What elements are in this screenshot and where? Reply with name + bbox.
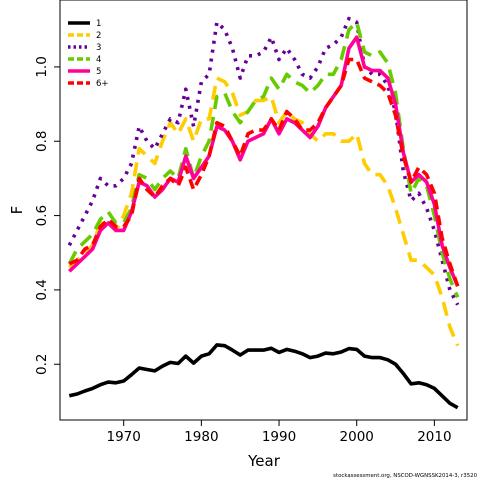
x-tick-label: 2010: [417, 429, 451, 445]
legend-label-6: 6+: [96, 79, 109, 89]
legend: 1 2 3 4 5 6+: [68, 19, 109, 89]
x-tick-label: 1990: [262, 429, 296, 445]
y-tick-label: 1.0: [34, 56, 50, 77]
legend-label-2: 2: [96, 31, 101, 41]
axes-layer: 1970 1980 1990 2000 2010 0.2 0.4 0.6 0.8 1.0: [34, 56, 452, 445]
x-tick-label: 2000: [340, 429, 374, 445]
series-line-2: [68, 76, 460, 347]
series-line-1: [68, 343, 459, 410]
legend-label-5: 5: [96, 67, 101, 77]
plot-frame: [59, 0, 468, 421]
series-layer: [67, 16, 460, 410]
y-tick-label: 0.8: [34, 130, 50, 151]
legend-label-3: 3: [96, 43, 101, 53]
series-line-5: [68, 35, 460, 287]
series-line-6: [68, 57, 460, 287]
x-tick-label: 1980: [184, 429, 218, 445]
y-tick-label: 0.6: [34, 205, 50, 226]
y-tick-label: 0.4: [34, 279, 50, 300]
y-tick-label: 0.2: [34, 354, 50, 375]
legend-label-4: 4: [96, 55, 101, 65]
x-tick-label: 1970: [107, 429, 141, 445]
y-axis-title: F: [8, 206, 26, 215]
legend-label-1: 1: [96, 19, 101, 29]
x-axis-title: Year: [247, 452, 281, 470]
credit-text: stockassessment.org, NSCOD-WGNSSK2014-3,…: [333, 473, 477, 479]
